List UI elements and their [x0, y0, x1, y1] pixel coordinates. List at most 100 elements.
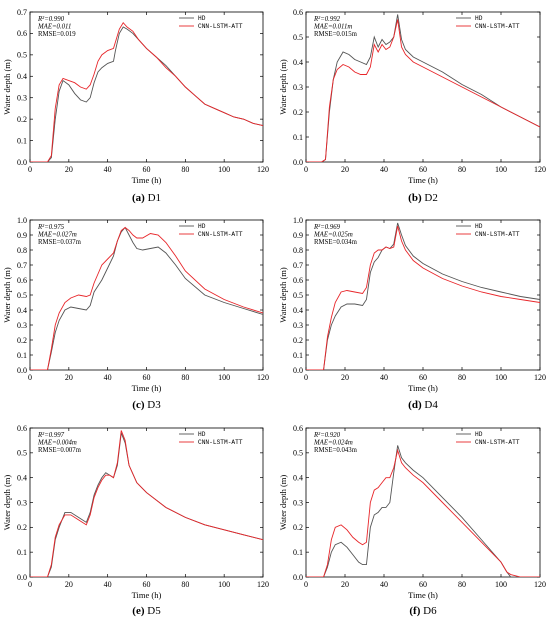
y-tick-label: 0.3	[293, 321, 303, 330]
y-tick-label: 0.5	[293, 291, 303, 300]
y-tick-label: 0.2	[17, 336, 27, 345]
legend-label: HD	[198, 223, 206, 230]
x-tick-label: 60	[419, 580, 427, 589]
y-tick-label: 0.5	[293, 449, 303, 458]
y-tick-label: 0.8	[17, 246, 27, 255]
legend-label: CNN-LSTM-ATT	[198, 231, 243, 238]
x-tick-label: 60	[419, 373, 427, 382]
metric-label: R²=0.975	[37, 224, 65, 231]
x-tick-label: 100	[495, 165, 507, 174]
x-tick-label: 100	[218, 373, 230, 382]
panel-caption: (c) D3	[132, 399, 161, 411]
chart-panel-6: 0 20 40 60 80 100 120 0.0 0.1 0.2 0.3 0.4 0.5 0.6 Time…	[278, 424, 546, 617]
y-tick-label: 0.1	[293, 548, 303, 557]
y-tick-label: 0.4	[17, 72, 27, 81]
metric-label: MAE=0.011	[37, 24, 71, 31]
caption-site: D1	[145, 192, 161, 204]
metric-label: MAE=0.027m	[37, 232, 77, 239]
y-tick-label: 0.1	[293, 133, 303, 142]
y-tick-label: 0.0	[293, 366, 303, 375]
metric-label: R²=0.920	[313, 432, 341, 439]
x-tick-label: 40	[104, 373, 112, 382]
y-tick-label: 0.6	[17, 276, 27, 285]
y-tick-label: 0.3	[17, 498, 27, 507]
x-tick-label: 20	[341, 165, 349, 174]
y-tick-label: 0.3	[293, 83, 303, 92]
legend-label: CNN-LSTM-ATT	[475, 439, 520, 446]
y-tick-label: 0.5	[17, 51, 27, 60]
x-tick-label: 0	[304, 373, 308, 382]
caption-letter: (e)	[132, 605, 145, 617]
y-tick-label: 1.0	[17, 216, 27, 225]
y-tick-label: 0.9	[17, 231, 27, 240]
x-tick-label: 40	[380, 373, 388, 382]
y-tick-label: 0.2	[293, 523, 303, 532]
x-tick-label: 20	[65, 165, 73, 174]
y-tick-label: 1.0	[293, 216, 303, 225]
x-tick-label: 20	[341, 580, 349, 589]
x-tick-label: 100	[495, 580, 507, 589]
y-tick-label: 0.3	[293, 498, 303, 507]
y-tick-label: 0.4	[293, 473, 303, 482]
metric-label: RMSE=0.043m	[314, 447, 358, 454]
legend-label: HD	[198, 15, 206, 22]
x-tick-label: 0	[28, 373, 32, 382]
metric-label: R²=0.997	[37, 432, 65, 439]
caption-letter: (a)	[132, 192, 145, 204]
y-tick-label: 0.2	[17, 115, 27, 124]
x-tick-label: 80	[181, 165, 189, 174]
y-tick-label: 0.5	[17, 449, 27, 458]
legend-label: CNN-LSTM-ATT	[475, 231, 520, 238]
panel-caption: (e) D5	[132, 605, 161, 617]
y-tick-label: 0.4	[293, 306, 303, 315]
x-axis-title: Time (h)	[132, 590, 162, 600]
y-tick-label: 0.7	[17, 261, 27, 270]
metric-label: R²=0.969	[313, 224, 341, 231]
y-tick-label: 0.0	[17, 158, 27, 167]
y-tick-label: 0.6	[293, 276, 303, 285]
metric-label: MAE=0.011m	[313, 24, 352, 31]
panel-caption: (d) D4	[408, 399, 438, 411]
x-axis-title: Time (h)	[132, 175, 162, 185]
x-tick-label: 20	[65, 373, 73, 382]
chart-panel-5: 0 20 40 60 80 100 120 0.0 0.1 0.2 0.3 0.4 0.5 0.6 Time…	[2, 424, 269, 617]
y-tick-label: 0.4	[17, 306, 27, 315]
legend-label: HD	[198, 431, 206, 438]
x-tick-label: 60	[143, 580, 151, 589]
y-tick-label: 0.1	[293, 351, 303, 360]
y-axis-title: Water depth (m)	[278, 59, 288, 115]
y-tick-label: 0.6	[293, 8, 303, 17]
series-line-hd	[306, 14, 540, 162]
x-tick-label: 40	[380, 165, 388, 174]
caption-site: D2	[422, 192, 438, 204]
metric-label: RMSE=0.037m	[38, 239, 82, 246]
y-axis-title: Water depth (m)	[2, 59, 12, 115]
y-tick-label: 0.3	[17, 94, 27, 103]
x-tick-label: 20	[341, 373, 349, 382]
y-tick-label: 0.9	[293, 231, 303, 240]
series-line-cnn-lstm-att	[306, 448, 540, 577]
y-tick-label: 0.6	[17, 29, 27, 38]
y-tick-label: 0.5	[293, 33, 303, 42]
y-tick-label: 0.1	[17, 136, 27, 145]
caption-site: D4	[422, 399, 439, 411]
y-tick-label: 0.3	[17, 321, 27, 330]
caption-letter: (b)	[408, 192, 422, 204]
series-line-cnn-lstm-att	[306, 225, 540, 370]
y-axis-title: Water depth (m)	[2, 267, 12, 323]
legend-label: CNN-LSTM-ATT	[475, 23, 520, 30]
legend-label: CNN-LSTM-ATT	[198, 439, 243, 446]
y-tick-label: 0.0	[17, 366, 27, 375]
x-tick-label: 80	[458, 373, 466, 382]
series-line-hd	[30, 26, 263, 162]
x-tick-label: 120	[257, 580, 269, 589]
y-tick-label: 0.0	[293, 573, 303, 582]
x-tick-label: 120	[534, 373, 546, 382]
caption-site: D5	[145, 605, 162, 617]
y-axis-title: Water depth (m)	[2, 475, 12, 531]
x-tick-label: 80	[458, 580, 466, 589]
y-tick-label: 0.7	[17, 8, 27, 17]
x-axis-title: Time (h)	[132, 383, 162, 393]
panel-caption: (b) D2	[408, 192, 438, 204]
x-tick-label: 100	[495, 373, 507, 382]
